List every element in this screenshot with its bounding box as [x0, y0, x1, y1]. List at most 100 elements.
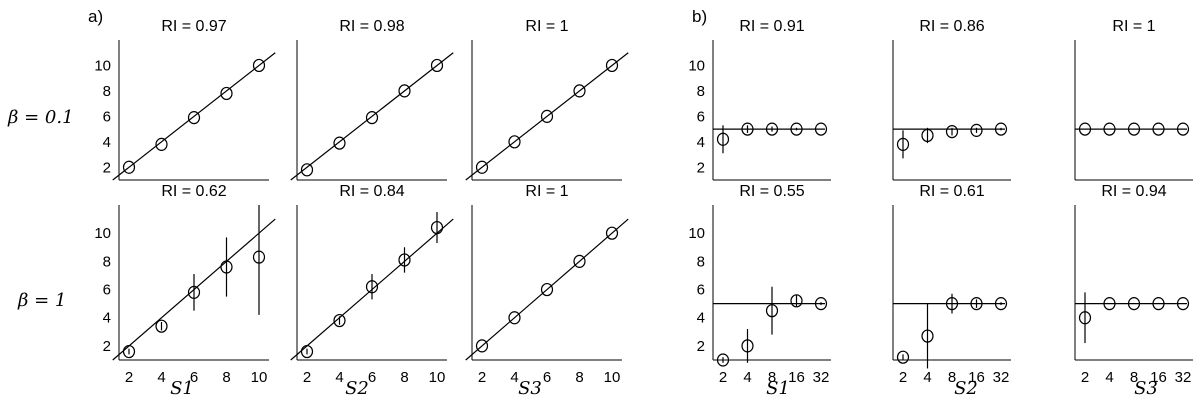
subplot-title: RI = 0.61: [919, 183, 984, 200]
data-point: [605, 226, 619, 240]
x-tick-label: 8: [575, 369, 583, 386]
subplot-title: RI = 0.91: [739, 18, 804, 35]
data-point: [430, 220, 444, 235]
row-label-beta-1: β = 1: [17, 290, 66, 311]
panel-label-b: b): [692, 7, 707, 26]
data-point: [765, 304, 779, 318]
subplot-a-0-2: RI = 1: [465, 18, 629, 181]
data-point: [508, 311, 521, 325]
column-label-b-s2: S2: [954, 378, 978, 399]
labels-layer: a) b) β = 0.1 β = 1 S1 S2 S3 S1 S2 S3: [7, 7, 1158, 399]
column-label-b-s1: S1: [766, 378, 790, 399]
y-tick-label: 8: [103, 253, 111, 270]
data-point: [300, 163, 314, 177]
data-point: [921, 329, 934, 343]
x-tick-label: 4: [743, 369, 751, 386]
subplot-b-0-1: RI = 0.86: [892, 18, 1011, 181]
subplot-title: RI = 0.84: [339, 183, 404, 200]
y-tick-label: 4: [103, 310, 111, 327]
data-point: [333, 136, 346, 150]
y-tick-label: 2: [697, 338, 705, 355]
data-point: [605, 58, 619, 73]
data-point: [896, 350, 910, 364]
subplot-b-1-1: RI = 0.61 2 4 8 16 32: [892, 183, 1011, 386]
column-label-a-s1: S1: [170, 378, 194, 399]
y-tick-label: 4: [697, 134, 705, 151]
data-point: [573, 254, 586, 268]
data-point: [122, 344, 136, 359]
data-point: [1152, 297, 1165, 311]
subplot-title: RI = 0.97: [161, 18, 226, 35]
x-tick-label: 16: [1150, 369, 1167, 386]
data-point: [1127, 122, 1141, 136]
x-tick-label: 6: [543, 369, 551, 386]
subplot-title: RI = 1: [525, 18, 568, 35]
y-tick-label: 2: [697, 159, 705, 176]
y-tick-label: 10: [688, 225, 705, 242]
data-point: [252, 58, 266, 73]
y-tick-label: 8: [697, 83, 705, 100]
x-tick-label: 16: [968, 369, 985, 386]
data-point: [220, 260, 233, 274]
x-tick-label: 4: [335, 369, 343, 386]
data-point: [475, 339, 489, 353]
data-point: [741, 339, 754, 353]
x-tick-label: 8: [768, 369, 776, 386]
data-point: [1152, 122, 1165, 136]
data-point: [814, 297, 828, 311]
column-label-b-s3: S3: [1134, 378, 1158, 399]
data-point: [1176, 122, 1190, 136]
subplot-b-0-0: RI = 0.91 2 4 6 8 10: [688, 18, 831, 181]
subplot-a-1-0: RI = 0.62 2 4 6 8 10 2 4 6 8 10: [94, 183, 276, 386]
data-point: [333, 313, 346, 328]
x-tick-label: 8: [400, 369, 408, 386]
x-tick-label: 10: [251, 369, 268, 386]
reference-line: [290, 52, 454, 181]
subplot-a-1-2: RI = 1 2 4 6 8 10: [465, 183, 629, 386]
data-point: [155, 137, 168, 151]
x-tick-label: 4: [510, 369, 518, 386]
data-point: [994, 297, 1008, 311]
reference-line: [112, 52, 276, 181]
y-tick-label: 2: [103, 338, 111, 355]
subplot-a-0-0: RI = 0.97 2 4 6 8 10: [94, 18, 276, 181]
data-point: [540, 109, 554, 123]
y-tick-label: 4: [103, 134, 111, 151]
data-point: [970, 123, 983, 137]
data-point: [945, 125, 959, 139]
x-tick-label: 8: [222, 369, 230, 386]
data-point: [945, 297, 959, 311]
subplot-title: RI = 0.86: [919, 18, 984, 35]
x-tick-label: 4: [157, 369, 165, 386]
data-point: [994, 122, 1008, 136]
y-tick-label: 6: [103, 108, 111, 125]
data-point: [187, 111, 201, 125]
subplot-title: RI = 0.98: [339, 18, 404, 35]
x-tick-label: 10: [604, 369, 621, 386]
data-point: [155, 319, 168, 333]
data-point: [970, 297, 983, 311]
subplot-title: RI = 1: [525, 183, 568, 200]
subplot-b-0-2: RI = 1: [1074, 18, 1193, 181]
panel-label-a: a): [88, 7, 103, 26]
y-tick-label: 2: [103, 159, 111, 176]
data-point: [790, 122, 803, 136]
x-tick-label: 32: [1175, 369, 1192, 386]
data-point: [220, 86, 233, 101]
row-label-beta-0-1: β = 0.1: [7, 107, 74, 128]
subplot-title: RI = 0.62: [161, 183, 226, 200]
data-point: [1127, 297, 1141, 311]
data-point: [896, 137, 910, 151]
data-point: [252, 250, 266, 264]
subplot-title: RI = 0.94: [1101, 183, 1166, 200]
reference-line: [465, 52, 629, 181]
data-point: [573, 84, 586, 98]
data-point: [790, 294, 803, 308]
y-tick-label: 10: [688, 57, 705, 74]
subplot-title: RI = 0.55: [739, 183, 804, 200]
data-point: [398, 253, 411, 267]
y-tick-label: 6: [697, 282, 705, 299]
data-point: [1103, 297, 1116, 311]
